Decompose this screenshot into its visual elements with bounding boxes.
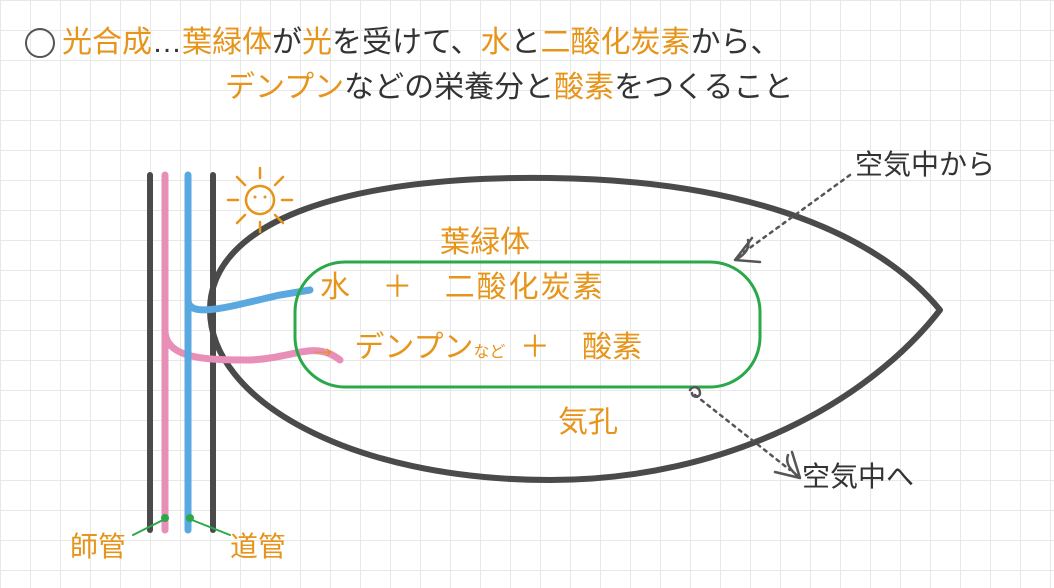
chloroplast-label: 葉緑体 — [440, 225, 530, 261]
phloem-label: 師管 — [70, 530, 126, 564]
t-dots: … — [152, 26, 182, 59]
equation-line-1: 水 ＋ 二酸化炭素 — [320, 270, 605, 306]
title-line-2: デンプンなどの栄養分と酸素をつくること — [225, 70, 794, 106]
from-air-label: 空気中から — [855, 148, 995, 182]
eq-plus1: ＋ — [382, 271, 414, 304]
t-youryokutai: 葉緑体 — [182, 26, 272, 59]
xylem-label: 道管 — [230, 530, 286, 564]
t-wo: を受けて、 — [332, 26, 481, 59]
title-line-1: 光合成…葉緑体が光を受けて、水と二酸化炭素から、 — [62, 25, 781, 61]
t2-tsukuru: をつくること — [614, 71, 793, 104]
t-ga: が — [272, 26, 302, 59]
t2-nado: などの栄養分と — [344, 71, 554, 104]
t2-sanso: 酸素 — [554, 71, 614, 104]
eq-co2: 二酸化炭素 — [445, 271, 605, 304]
t-hikari: 光 — [302, 26, 332, 59]
stomata-label: 気孔 — [558, 405, 618, 441]
to-air-label: 空気中へ — [802, 460, 914, 494]
eq-oxygen: 酸素 — [582, 331, 642, 364]
t2-denpun: デンプン — [225, 71, 344, 104]
eq-plus2: ＋ — [520, 331, 550, 364]
eq-starch: デンプン — [354, 331, 473, 364]
equation-line-2: → デンプンなど ＋ 酸素 — [308, 330, 642, 366]
t-co2: 二酸化炭素 — [541, 26, 691, 59]
eq-water: 水 — [320, 271, 352, 304]
eq-arrow: → — [308, 331, 338, 364]
t-to: と — [511, 26, 541, 59]
t-kougousei: 光合成 — [62, 26, 152, 59]
title-bullet-icon — [25, 28, 55, 58]
eq-etc: など — [473, 344, 505, 361]
t-kara: から、 — [691, 26, 781, 59]
t-mizu: 水 — [481, 26, 511, 59]
